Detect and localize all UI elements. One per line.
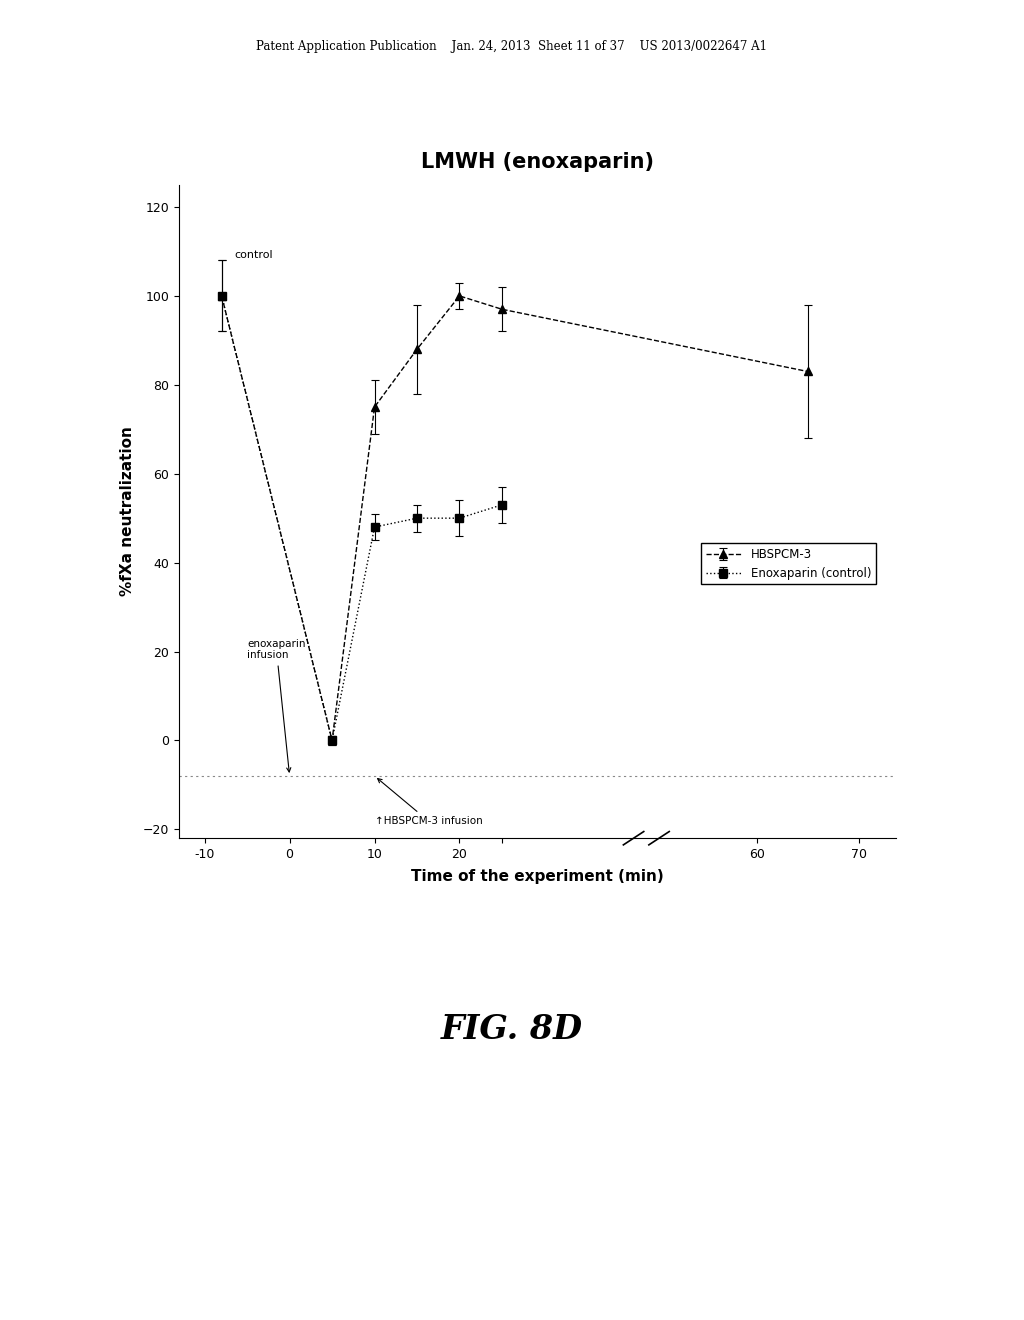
Legend: HBSPCM-3, Enoxaparin (control): HBSPCM-3, Enoxaparin (control) [701,543,876,585]
Y-axis label: %fXa neutralization: %fXa neutralization [120,426,135,597]
Text: Patent Application Publication    Jan. 24, 2013  Sheet 11 of 37    US 2013/00226: Patent Application Publication Jan. 24, … [256,40,768,53]
Text: FIG. 8D: FIG. 8D [441,1014,583,1045]
X-axis label: Time of the experiment (min): Time of the experiment (min) [412,870,664,884]
Text: control: control [234,251,273,260]
Title: LMWH (enoxaparin): LMWH (enoxaparin) [421,152,654,172]
Text: enoxaparin
infusion: enoxaparin infusion [247,639,305,772]
Text: ↑HBSPCM-3 infusion: ↑HBSPCM-3 infusion [375,779,482,826]
